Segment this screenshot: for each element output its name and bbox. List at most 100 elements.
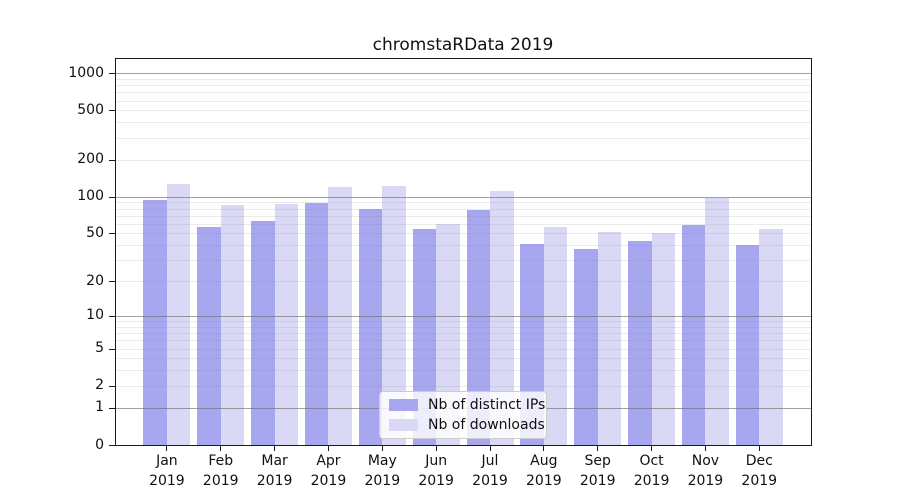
x-tick-month: Nov bbox=[691, 453, 720, 469]
x-tick-mark bbox=[704, 445, 706, 451]
gridline-minor bbox=[115, 208, 812, 210]
gridline-minor bbox=[115, 223, 812, 225]
x-tick-month: Jul bbox=[481, 453, 499, 469]
y-tick-mark bbox=[109, 407, 115, 409]
y-tick-label: 10 bbox=[86, 307, 104, 324]
bar-downloads bbox=[490, 190, 514, 445]
y-tick-label: 50 bbox=[86, 224, 104, 241]
x-tick-mark bbox=[435, 445, 437, 451]
legend-label-distinct-ips: Nb of distinct IPs bbox=[428, 397, 546, 413]
gridline-minor bbox=[115, 202, 812, 204]
x-tick-mark bbox=[166, 445, 168, 451]
x-tick-year: 2019 bbox=[256, 472, 293, 489]
x-tick-mark bbox=[543, 445, 545, 451]
gridline-minor bbox=[115, 260, 812, 262]
x-tick-mark bbox=[651, 445, 653, 451]
x-tick-year: 2019 bbox=[202, 472, 239, 489]
x-tick-year: 2019 bbox=[149, 472, 185, 489]
bar-distinct-ips bbox=[735, 245, 760, 445]
x-tick-label: Sep 2019 bbox=[566, 452, 630, 491]
y-tick-mark bbox=[109, 385, 115, 387]
y-tick-mark bbox=[109, 159, 115, 161]
bar-downloads bbox=[382, 186, 406, 445]
legend-swatch-distinct-ips-icon bbox=[389, 399, 418, 411]
bar-distinct-ips bbox=[251, 221, 275, 445]
bar-downloads bbox=[705, 198, 729, 445]
x-tick-mark bbox=[381, 445, 383, 451]
gridline-minor bbox=[115, 370, 812, 372]
y-tick-label: 500 bbox=[77, 101, 104, 118]
y-tick-mark bbox=[109, 445, 115, 446]
bar-downloads bbox=[759, 229, 783, 445]
x-tick-label: Jul 2019 bbox=[458, 452, 522, 491]
x-tick-month: Jan bbox=[156, 453, 178, 469]
gridline-major bbox=[115, 73, 812, 75]
y-tick-mark bbox=[109, 110, 115, 112]
bar-distinct-ips bbox=[143, 199, 167, 445]
x-tick-label: Jun 2019 bbox=[404, 452, 468, 491]
x-tick-month: May bbox=[367, 453, 397, 469]
bar-downloads bbox=[220, 205, 245, 445]
gridline-minor bbox=[115, 333, 812, 335]
x-tick-year: 2019 bbox=[526, 472, 562, 489]
x-tick-label: Dec 2019 bbox=[727, 452, 791, 491]
bar-downloads bbox=[166, 183, 191, 445]
x-tick-year: 2019 bbox=[687, 472, 724, 489]
x-tick-label: Feb 2019 bbox=[189, 452, 253, 491]
bar-downloads bbox=[543, 226, 568, 445]
x-tick-year: 2019 bbox=[364, 472, 401, 489]
bar-distinct-ips bbox=[358, 208, 383, 445]
chart-title: chromstaRData 2019 bbox=[372, 35, 554, 55]
gridline-minor bbox=[115, 78, 812, 80]
gridline-minor bbox=[115, 100, 812, 102]
legend-entry-downloads: Nb of downloads bbox=[389, 417, 546, 433]
legend-label-downloads: Nb of downloads bbox=[428, 417, 545, 433]
x-tick-month: Jun bbox=[425, 453, 448, 469]
gridline-minor bbox=[115, 159, 812, 161]
x-tick-month: Oct bbox=[639, 453, 664, 469]
x-tick-month: Sep bbox=[584, 453, 611, 469]
x-tick-label: Jan 2019 bbox=[135, 452, 199, 491]
bar-downloads bbox=[597, 232, 622, 445]
y-tick-label: 2 bbox=[95, 377, 104, 394]
x-tick-month: Feb bbox=[208, 453, 234, 469]
x-tick-month: Aug bbox=[530, 453, 558, 469]
x-tick-month: Mar bbox=[261, 453, 288, 469]
x-tick-year: 2019 bbox=[472, 472, 508, 489]
x-tick-year: 2019 bbox=[418, 472, 454, 489]
legend-swatch-downloads-icon bbox=[389, 419, 418, 431]
y-tick-mark bbox=[109, 73, 115, 75]
gridline-minor bbox=[115, 326, 812, 328]
y-tick-mark bbox=[109, 315, 115, 317]
bar-distinct-ips bbox=[304, 202, 329, 445]
x-tick-label: Mar 2019 bbox=[243, 452, 307, 491]
bar-distinct-ips bbox=[628, 241, 652, 445]
x-tick-month: Apr bbox=[316, 453, 341, 469]
x-tick-mark bbox=[489, 445, 491, 451]
gridline-minor bbox=[115, 137, 812, 139]
bar-distinct-ips bbox=[466, 209, 490, 445]
y-tick-label: 20 bbox=[86, 272, 104, 289]
x-tick-mark bbox=[220, 445, 222, 451]
y-tick-mark bbox=[109, 348, 115, 350]
y-tick-label: 200 bbox=[77, 151, 104, 168]
x-tick-mark bbox=[597, 445, 599, 451]
gridline-major bbox=[115, 196, 812, 198]
x-tick-mark bbox=[274, 445, 276, 451]
x-tick-label: Nov 2019 bbox=[673, 452, 737, 491]
bar-downloads bbox=[651, 233, 676, 445]
gridline-minor bbox=[115, 348, 812, 350]
y-tick-label: 100 bbox=[77, 188, 104, 205]
x-tick-label: May 2019 bbox=[350, 452, 414, 491]
x-tick-mark bbox=[758, 445, 760, 451]
gridline-minor bbox=[115, 122, 812, 124]
y-tick-label: 0 bbox=[95, 436, 104, 453]
x-tick-label: Oct 2019 bbox=[620, 452, 684, 491]
x-tick-year: 2019 bbox=[579, 472, 616, 489]
x-tick-year: 2019 bbox=[310, 472, 347, 489]
y-tick-mark bbox=[109, 233, 115, 235]
gridline-minor bbox=[115, 245, 812, 247]
legend-entry-distinct-ips: Nb of distinct IPs bbox=[389, 397, 546, 413]
